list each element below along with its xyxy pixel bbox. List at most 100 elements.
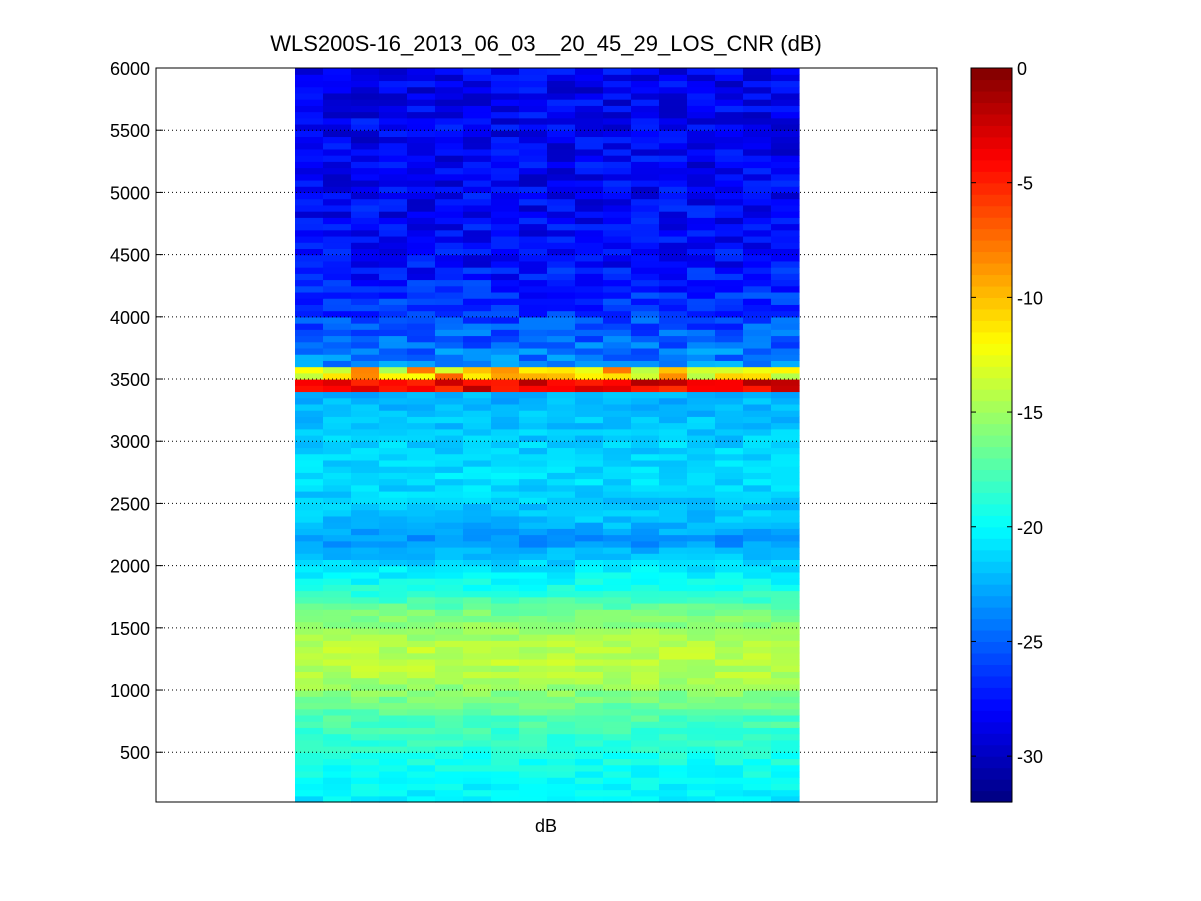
heatmap-cell [379, 304, 408, 312]
heatmap-cell [351, 795, 380, 803]
heatmap-cell [379, 279, 408, 287]
heatmap-cell [659, 86, 688, 94]
heatmap-cell [491, 403, 520, 411]
colorbar-step [971, 354, 1012, 367]
heatmap-cell [659, 410, 688, 417]
heatmap-cell [743, 453, 772, 461]
heatmap-cell [463, 522, 492, 529]
heatmap-cell [771, 621, 800, 629]
heatmap-cell [743, 646, 772, 654]
heatmap-cell [351, 99, 380, 106]
heatmap-cell [407, 260, 436, 268]
heatmap-cell [603, 223, 632, 231]
heatmap-cell [743, 758, 772, 766]
heatmap-cell [295, 472, 324, 480]
heatmap-cell [631, 696, 660, 704]
heatmap-cell [295, 260, 324, 268]
heatmap-cell [575, 441, 604, 449]
heatmap-cell [519, 509, 548, 517]
heatmap-cell [351, 646, 380, 654]
heatmap-cell [519, 559, 548, 567]
heatmap-cell [659, 248, 688, 256]
heatmap-cell [631, 391, 660, 399]
heatmap-cell [407, 136, 436, 144]
heatmap-cell [435, 714, 464, 722]
heatmap-cell [771, 503, 800, 511]
heatmap-cell [687, 702, 716, 710]
heatmap-cell [575, 615, 604, 623]
heatmap-cell [407, 155, 436, 162]
heatmap-cell [491, 497, 520, 505]
heatmap-cell [575, 658, 604, 666]
heatmap-cell [463, 298, 492, 305]
heatmap-cell [687, 652, 716, 660]
heatmap-cell [407, 708, 436, 716]
heatmap-cell [575, 453, 604, 461]
heatmap-cell [575, 385, 604, 393]
heatmap-cell [435, 627, 464, 635]
heatmap-cell [687, 142, 716, 150]
heatmap-cell [519, 777, 548, 784]
heatmap-cell [743, 627, 772, 635]
colorbar-tick-label: -30 [1017, 747, 1043, 767]
heatmap-cell [547, 304, 576, 312]
heatmap-cell [379, 435, 408, 442]
heatmap-cell [435, 179, 464, 187]
heatmap-cell [491, 559, 520, 567]
heatmap-cell [491, 391, 520, 399]
heatmap-cell [463, 627, 492, 635]
heatmap-cell [631, 68, 660, 75]
heatmap-cell [603, 366, 632, 374]
heatmap-cell [491, 385, 520, 393]
heatmap-cell [323, 627, 352, 635]
heatmap-cell [631, 142, 660, 150]
heatmap-cell [351, 490, 380, 498]
heatmap-cell [603, 86, 632, 94]
heatmap-cell [715, 391, 744, 399]
heatmap-cell [379, 565, 408, 573]
heatmap-cell [351, 410, 380, 417]
heatmap-cell [715, 385, 744, 393]
heatmap-cell [435, 559, 464, 567]
heatmap-cell [351, 111, 380, 119]
heatmap-cell [295, 733, 324, 741]
heatmap-cell [547, 783, 576, 791]
heatmap-cell [687, 86, 716, 94]
heatmap-cell [463, 590, 492, 598]
heatmap-cell [491, 546, 520, 554]
heatmap-cell [603, 323, 632, 330]
heatmap-cell [519, 764, 548, 772]
heatmap-cell [631, 652, 660, 660]
heatmap-cell [407, 590, 436, 598]
heatmap-cell [379, 634, 408, 641]
heatmap-cell [659, 571, 688, 579]
heatmap-cell [771, 484, 800, 492]
heatmap-cell [379, 229, 408, 237]
heatmap-cell [715, 702, 744, 710]
heatmap-cell [463, 422, 492, 430]
heatmap-cell [603, 453, 632, 461]
colorbar-step [971, 171, 1012, 184]
heatmap-cell [715, 354, 744, 361]
heatmap-cell [491, 204, 520, 212]
heatmap-cell [351, 559, 380, 567]
heatmap-cell [687, 323, 716, 330]
heatmap-cell [407, 441, 436, 449]
heatmap-cell [379, 235, 408, 243]
heatmap-cell [323, 354, 352, 361]
heatmap-cell [547, 329, 576, 337]
heatmap-cell [687, 789, 716, 797]
heatmap-cell [295, 117, 324, 125]
heatmap-cell [547, 173, 576, 181]
heatmap-cell [771, 229, 800, 237]
colorbar-step [971, 561, 1012, 574]
heatmap-cell [519, 640, 548, 648]
heatmap-cell [491, 254, 520, 262]
heatmap-cell [743, 652, 772, 660]
heatmap-cell [491, 466, 520, 473]
heatmap-cell [379, 690, 408, 697]
heatmap-cell [659, 186, 688, 194]
heatmap-cell [435, 117, 464, 125]
heatmap-cell [603, 372, 632, 380]
heatmap-cell [435, 515, 464, 523]
